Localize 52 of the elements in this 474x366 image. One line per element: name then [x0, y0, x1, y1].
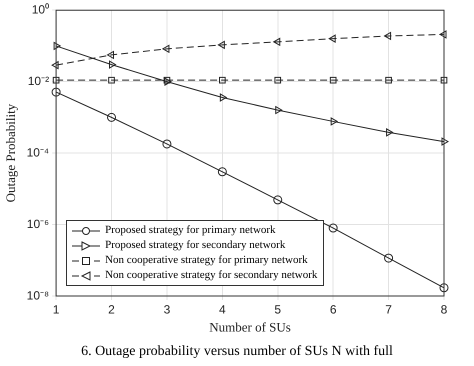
point [440, 30, 446, 38]
point [328, 224, 338, 233]
point [107, 50, 114, 59]
point [273, 195, 282, 204]
point [275, 106, 282, 114]
point [218, 40, 225, 49]
point [330, 117, 338, 126]
point [273, 38, 280, 46]
y-axis-title: Outage Probability [3, 103, 18, 202]
point [386, 128, 394, 136]
point [52, 76, 60, 84]
point [440, 283, 448, 292]
x-tick-label: 5 [274, 302, 282, 317]
y-tick-label: 10⁰ [32, 2, 50, 17]
y-tick-label: 10⁻⁴ [26, 145, 50, 160]
point [220, 94, 227, 102]
point [109, 60, 116, 69]
point [274, 76, 282, 84]
x-tick-label: 3 [164, 302, 171, 317]
point [328, 34, 336, 43]
x-tick-label: 8 [440, 302, 448, 317]
x-tick-label: 6 [330, 302, 337, 317]
point [52, 61, 59, 70]
y-tick-label: 10⁻² [28, 74, 50, 88]
point [107, 112, 116, 122]
point [384, 254, 394, 263]
point [54, 42, 61, 50]
point [164, 76, 170, 84]
legend-label: Proposed strategy for primary network [105, 223, 276, 238]
point [162, 44, 170, 53]
point [162, 139, 172, 148]
legend-label: Non cooperative strategy for primary network [105, 253, 308, 268]
x-tick-label: 7 [385, 302, 392, 317]
legend-label: Non cooperative strategy for secondary network [105, 268, 318, 283]
legend-label: Proposed strategy for secondary network [105, 238, 286, 253]
point [219, 76, 226, 84]
text: 6. Outage probability versus number of SUs N with full [80, 344, 394, 360]
x-tick-label: 1 [52, 302, 60, 317]
point [384, 32, 392, 40]
point [52, 88, 61, 97]
point [330, 76, 336, 84]
x-axis-title: Number of SUs [209, 320, 291, 335]
y-tick-label: 10⁻⁸ [26, 288, 50, 302]
y-tick-label: 10⁻⁶ [26, 216, 50, 231]
point [442, 138, 448, 146]
x-tick-label: 4 [219, 302, 226, 317]
point [218, 167, 227, 176]
point [108, 76, 115, 84]
x-tick-label: 2 [108, 302, 116, 317]
point [164, 78, 172, 86]
point [385, 76, 392, 84]
point [440, 76, 448, 84]
